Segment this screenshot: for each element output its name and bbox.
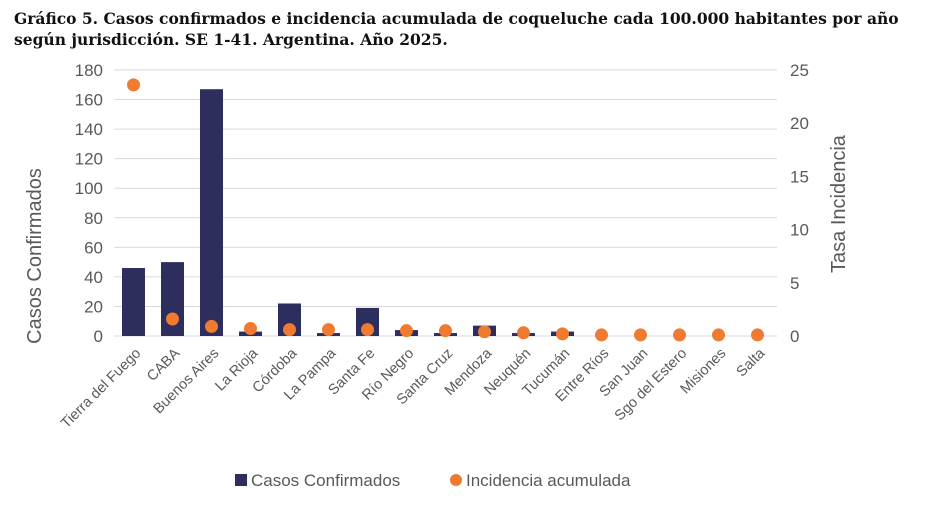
right-axis-title: Tasa Incidencia — [828, 134, 850, 273]
data-point — [322, 323, 335, 337]
legend-bar-swatch — [235, 474, 247, 486]
data-point — [556, 327, 569, 341]
right-tick-label: 0 — [790, 327, 799, 346]
right-tick-label: 25 — [790, 61, 809, 80]
left-tick-label: 160 — [75, 91, 103, 110]
data-point — [634, 328, 647, 342]
left-axis-title: Casos Confirmados — [24, 168, 46, 344]
data-point — [283, 323, 296, 337]
left-tick-label: 100 — [75, 179, 103, 198]
chart-title: Gráfico 5. Casos confirmados e incidenci… — [14, 9, 899, 49]
left-tick-label: 180 — [75, 61, 103, 80]
left-tick-label: 120 — [75, 150, 103, 169]
dot-series — [127, 78, 764, 342]
bar — [122, 268, 145, 336]
legend-dot-swatch — [450, 474, 462, 486]
right-axis-ticks: 0 5 10 15 20 25 — [790, 61, 809, 346]
left-tick-label: 40 — [84, 268, 103, 287]
data-point — [712, 328, 725, 342]
legend-dot-label: Incidencia acumulada — [466, 471, 631, 490]
bar — [200, 89, 223, 336]
data-point — [400, 324, 413, 338]
data-point — [439, 324, 452, 338]
data-point — [361, 323, 374, 337]
data-point — [595, 328, 608, 342]
data-point — [166, 312, 179, 326]
data-point — [751, 328, 764, 342]
left-tick-label: 20 — [84, 297, 103, 316]
bar-series — [122, 89, 574, 336]
data-point — [517, 326, 530, 340]
right-tick-label: 15 — [790, 167, 809, 186]
left-tick-label: 140 — [75, 120, 103, 139]
right-tick-label: 10 — [790, 221, 809, 240]
left-tick-label: 60 — [84, 238, 103, 257]
legend-bar-label: Casos Confirmados — [251, 471, 400, 490]
legend: Casos Confirmados Incidencia acumulada — [235, 471, 631, 490]
right-tick-label: 20 — [790, 114, 809, 133]
gridlines — [114, 69, 777, 337]
category-label: Tierra del Fuego — [58, 346, 144, 432]
left-tick-label: 80 — [84, 209, 103, 228]
right-tick-label: 5 — [790, 274, 799, 293]
data-point — [127, 78, 140, 92]
left-tick-label: 0 — [94, 327, 103, 346]
data-point — [478, 325, 491, 339]
data-point — [244, 322, 257, 336]
category-label: Salta — [734, 345, 769, 380]
left-axis-ticks: 0 20 40 60 80 100 120 140 160 180 — [75, 61, 103, 346]
data-point — [205, 319, 218, 333]
data-point — [673, 328, 686, 342]
